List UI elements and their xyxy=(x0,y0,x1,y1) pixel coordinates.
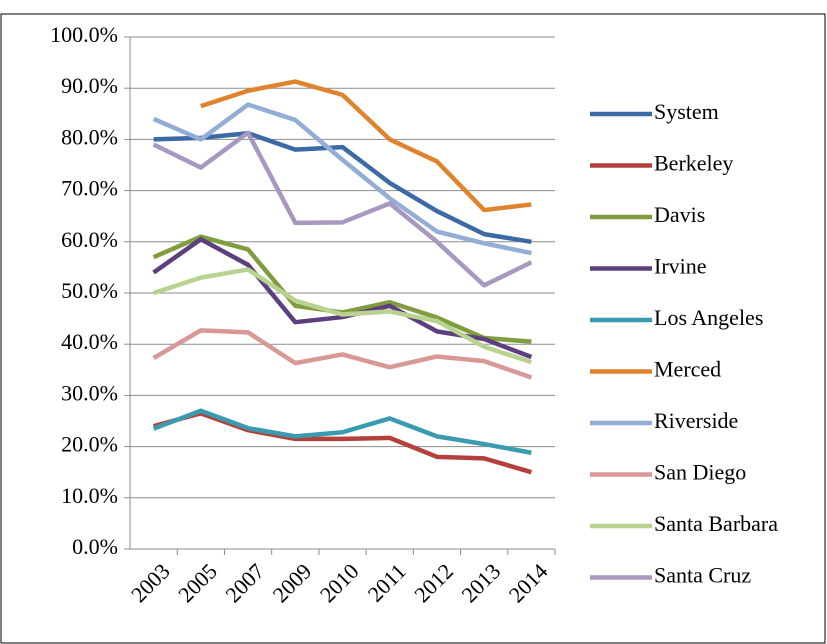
y-tick-label: 30.0% xyxy=(61,380,118,405)
y-tick-label: 70.0% xyxy=(61,176,118,201)
legend-label: Santa Barbara xyxy=(654,511,778,536)
legend-label: System xyxy=(654,99,719,124)
y-tick-label: 40.0% xyxy=(61,329,118,354)
legend-label: Irvine xyxy=(654,254,707,279)
legend-label: San Diego xyxy=(654,460,746,485)
x-tick-label: 2007 xyxy=(220,558,269,607)
chart-frame xyxy=(0,13,826,644)
x-tick-label: 2011 xyxy=(363,558,411,606)
y-tick-label: 20.0% xyxy=(61,432,118,457)
y-tick-label: 50.0% xyxy=(61,278,118,303)
x-tick-label: 2014 xyxy=(504,558,553,607)
y-tick-label: 0.0% xyxy=(72,534,118,559)
y-tick-label: 100.0% xyxy=(50,22,118,47)
legend-label: Santa Cruz xyxy=(654,563,751,588)
x-tick-label: 2009 xyxy=(268,558,317,607)
legend-label: Davis xyxy=(654,202,705,227)
series-line xyxy=(152,234,532,344)
x-tick-label: 2013 xyxy=(456,558,505,607)
series-line xyxy=(152,267,533,365)
x-tick-label: 2012 xyxy=(409,558,458,607)
legend-label: Merced xyxy=(654,357,721,382)
y-tick-label: 90.0% xyxy=(61,73,118,98)
y-tick-label: 10.0% xyxy=(61,483,118,508)
legend-label: Los Angeles xyxy=(654,305,763,330)
legend-label: Berkeley xyxy=(654,151,733,176)
x-tick-label: 2010 xyxy=(315,558,364,607)
x-tick-label: 2003 xyxy=(126,558,175,607)
y-tick-label: 60.0% xyxy=(61,227,118,252)
series-line xyxy=(200,79,532,213)
series-line xyxy=(152,328,533,380)
series-line xyxy=(152,102,532,256)
series-line xyxy=(153,131,532,245)
legend-label: Riverside xyxy=(654,408,738,433)
series-line xyxy=(152,130,533,288)
x-tick-label: 2005 xyxy=(173,558,222,607)
y-tick-label: 80.0% xyxy=(61,124,118,149)
series-line xyxy=(152,408,532,455)
